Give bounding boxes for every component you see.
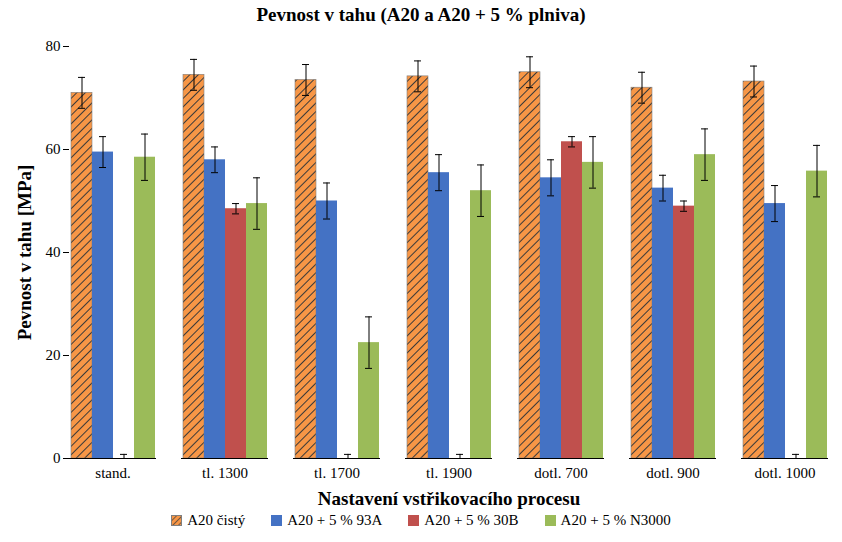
svg-text:tl. 1700: tl. 1700 [314, 465, 360, 481]
html-text:A20 + 5 % N3000: A20 + 5 % N3000 [560, 512, 671, 528]
svg-text:40: 40 [46, 244, 61, 260]
svg-text:Nastavení vstřikovacího proces: Nastavení vstřikovacího procesu [318, 488, 581, 509]
svg-text:tl. 1900: tl. 1900 [426, 465, 472, 481]
svg-text:dotl. 900: dotl. 900 [646, 465, 699, 481]
html-text:A20 + 5 % 93A: A20 + 5 % 93A [287, 512, 383, 528]
svg-text:Pevnost v tahu [MPa]: Pevnost v tahu [MPa] [14, 165, 35, 341]
html-text:A20 + 5 % 30B: A20 + 5 % 30B [424, 512, 519, 528]
html-text:A20 čistý: A20 čistý [187, 512, 246, 528]
svg-text:80: 80 [46, 38, 61, 54]
svg-text:60: 60 [46, 141, 61, 157]
svg-text:dotl. 700: dotl. 700 [534, 465, 587, 481]
svg-text:dotl. 1000: dotl. 1000 [755, 465, 816, 481]
svg-text:stand.: stand. [95, 465, 130, 481]
svg-text:tl. 1300: tl. 1300 [202, 465, 248, 481]
svg-text:20: 20 [46, 347, 61, 363]
html-text:Pevnost v tahu (A20 a A20 + 5: Pevnost v tahu (A20 a A20 + 5 % plniva) [256, 4, 586, 25]
svg-text:0: 0 [53, 450, 61, 466]
